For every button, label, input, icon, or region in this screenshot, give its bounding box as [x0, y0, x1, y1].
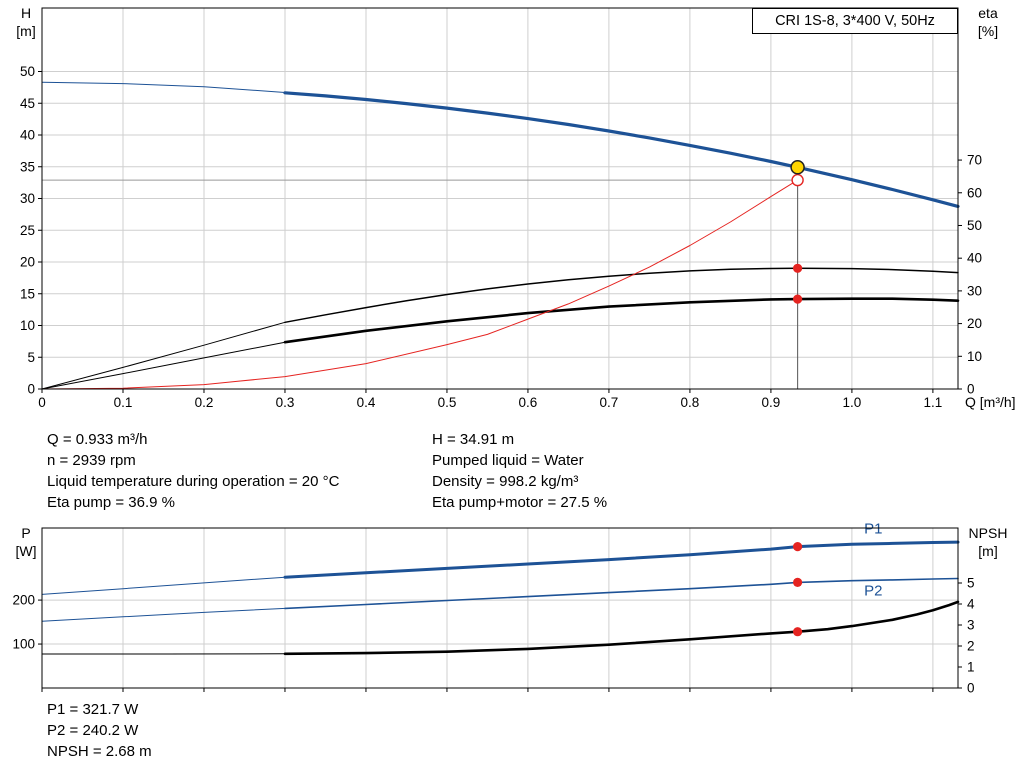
eta-pump-motor-dot-marker: [793, 294, 803, 304]
y-left-tick-label: 100: [12, 637, 35, 652]
annotation-p2: P2 = 240.2 W: [47, 722, 139, 739]
annotation-eta-pump: Eta pump = 36.9 %: [47, 494, 175, 511]
annotation-density: Density = 998.2 kg/m³: [432, 473, 579, 490]
annotation-eta-pump-motor: Eta pump+motor = 27.5 %: [432, 494, 608, 511]
x-tick-label: 0.3: [276, 395, 295, 410]
annotation-speed: n = 2939 rpm: [47, 452, 136, 469]
duty-point-marker[interactable]: [790, 160, 805, 175]
pump-title-box: CRI 1S-8, 3*400 V, 50Hz: [752, 8, 958, 34]
eta-pump-dot-marker: [793, 263, 803, 273]
curve-eta-pump-curve: [284, 267, 959, 324]
annotation-head: H = 34.91 m: [432, 431, 515, 448]
x-tick-label: 0.5: [438, 395, 457, 410]
y-right-axis-label: [m]: [978, 543, 997, 559]
curve-system-curve: [41, 179, 799, 390]
p1-dot-marker: [793, 542, 803, 552]
y-right-tick-label: 30: [967, 283, 982, 298]
y-right-tick-label: 40: [967, 251, 982, 266]
annotation-flow: Q = 0.933 m³/h: [47, 431, 148, 448]
y-left-tick-label: 20: [20, 255, 35, 270]
curve-label-p1: P1: [864, 520, 882, 537]
y-left-tick-label: 35: [20, 159, 35, 174]
y-right-tick-label: 10: [967, 349, 982, 364]
y-right-tick-label: 2: [967, 639, 975, 654]
x-tick-label: 0.9: [762, 395, 781, 410]
annotation-npsh: NPSH = 2.68 m: [47, 743, 152, 760]
curve-h-curve: [283, 91, 960, 208]
y-right-tick-label: 60: [967, 185, 982, 200]
curve-label-p2: P2: [864, 583, 882, 600]
y-left-tick-label: 10: [20, 318, 35, 333]
p2-dot-marker: [793, 577, 803, 587]
power-annotations: P1 = 321.7 W P2 = 240.2 W NPSH = 2.68 m: [47, 699, 152, 762]
curve-p1-min-flow: [41, 576, 286, 595]
y-left-tick-label: 30: [20, 191, 35, 206]
curve-npsh-curve: [283, 600, 960, 656]
annotation-temperature: Liquid temperature during operation = 20…: [47, 473, 340, 490]
power-npsh-chart-svg: P1 P2 100 200 0 1 2 3 4 5 P [W] NPSH [m]: [12, 520, 1008, 696]
curve-h-curve-min-flow: [41, 81, 286, 93]
annotation-liquid: Pumped liquid = Water: [432, 452, 584, 469]
x-tick-label: 0.2: [195, 395, 214, 410]
duty-annotations-right: H = 34.91 m Pumped liquid = Water Densit…: [432, 429, 607, 513]
x-tick-label: 0.6: [519, 395, 538, 410]
x-tick-label: 1.1: [924, 395, 943, 410]
y-right-axis-label: NPSH: [969, 525, 1008, 541]
y-right-tick-label: 3: [967, 618, 975, 633]
y-left-tick-label: 5: [27, 350, 35, 365]
y-right-axis-label: eta: [978, 5, 998, 21]
curve-eta-pump-min-flow: [41, 321, 286, 390]
x-tick-label: 0.4: [357, 395, 376, 410]
duty-annotations-left: Q = 0.933 m³/h n = 2939 rpm Liquid tempe…: [47, 429, 432, 513]
curve-eta-pump-motor-curve: [283, 297, 960, 344]
y-left-tick-label: 0: [27, 382, 35, 397]
y-right-tick-label: 4: [967, 597, 975, 612]
annotation-p1: P1 = 321.7 W: [47, 701, 139, 718]
y-left-axis-label: [m]: [16, 23, 35, 39]
duty-annotations: Q = 0.933 m³/h n = 2939 rpm Liquid tempe…: [47, 429, 607, 513]
npsh-dot-marker: [793, 627, 803, 637]
curve-p1-curve: [283, 540, 960, 579]
x-tick-label: 0: [38, 395, 46, 410]
x-tick-label: 1.0: [843, 395, 862, 410]
y-left-axis-label: [W]: [16, 543, 37, 559]
y-left-tick-label: 40: [20, 128, 35, 143]
y-left-tick-label: 45: [20, 96, 35, 111]
curve-p2-min-flow: [41, 607, 286, 622]
x-tick-label: 0.7: [600, 395, 619, 410]
y-right-tick-label: 50: [967, 218, 982, 233]
y-right-tick-label: 1: [967, 660, 975, 675]
curve-p2-curve: [284, 577, 959, 610]
qh-eta-chart-svg: 0 0.1 0.2 0.3 0.4 0.5 0.6 0.7 0.8 0.9 1.0 1.1 0 5 10 15…: [16, 5, 1016, 410]
y-right-axis-label: [%]: [978, 23, 998, 39]
y-right-tick-label: 0: [967, 382, 975, 397]
x-axis-label: Q [m³/h]: [965, 394, 1016, 410]
curve-eta-pump-motor-min-flow: [41, 341, 286, 390]
y-right-tick-label: 0: [967, 681, 975, 696]
plot-border: [41, 527, 959, 689]
y-left-tick-label: 200: [12, 593, 35, 608]
y-left-tick-label: 50: [20, 64, 35, 79]
y-right-tick-label: 70: [967, 153, 982, 168]
y-left-tick-label: 25: [20, 223, 35, 238]
y-right-tick-label: 5: [967, 576, 975, 591]
y-left-tick-label: 15: [20, 286, 35, 301]
x-tick-label: 0.1: [114, 395, 133, 410]
y-left-axis-label: H: [21, 5, 31, 21]
x-tick-label: 0.8: [681, 395, 700, 410]
y-left-axis-label: P: [21, 525, 30, 541]
y-right-tick-label: 20: [967, 316, 982, 331]
duty-point-open-marker: [791, 173, 804, 187]
